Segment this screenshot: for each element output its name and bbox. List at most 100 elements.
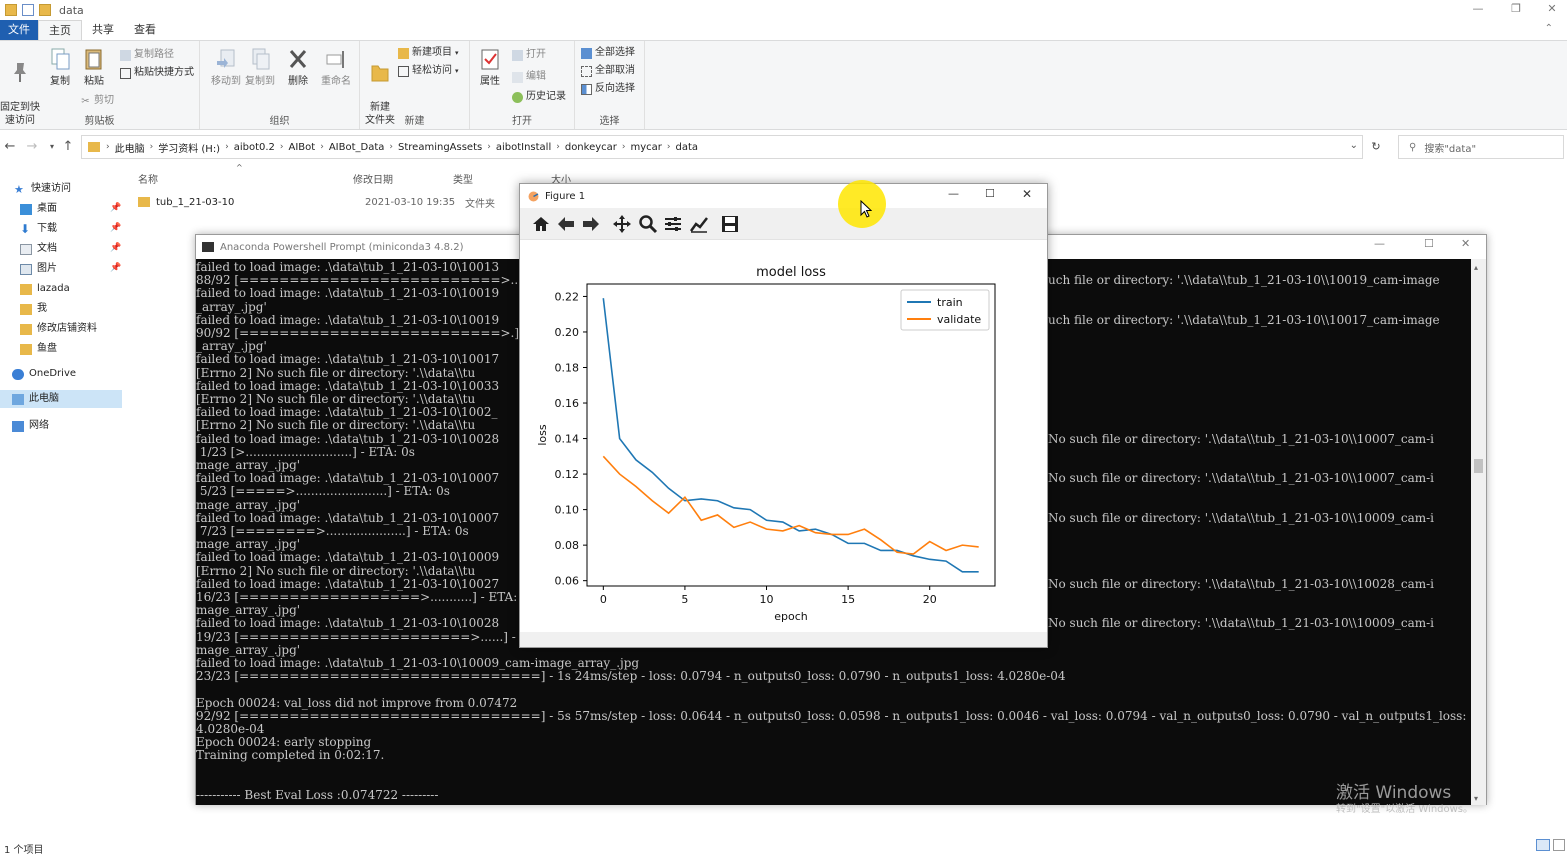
ribbon-collapse-icon[interactable]: ⌃ bbox=[1544, 23, 1553, 34]
forward-icon[interactable] bbox=[581, 214, 601, 234]
scroll-up-icon[interactable]: ▴ bbox=[1474, 263, 1479, 272]
close-button[interactable]: ✕ bbox=[1547, 2, 1557, 15]
pan-icon[interactable] bbox=[612, 214, 632, 234]
minimize-button[interactable]: — bbox=[1374, 237, 1385, 250]
nav-me[interactable]: 我 bbox=[20, 300, 47, 318]
console-line: 4.0280e-04 bbox=[196, 722, 265, 736]
new-folder-button[interactable]: 新建 文件夹 bbox=[360, 47, 400, 127]
minimize-button[interactable]: — bbox=[948, 187, 959, 200]
edit-axis-icon[interactable] bbox=[689, 214, 709, 234]
nav-quick-access[interactable]: ★ 快速访问 bbox=[14, 180, 71, 198]
home-icon[interactable] bbox=[531, 214, 551, 234]
legend-label-validate: validate bbox=[937, 313, 981, 326]
paste-shortcut-button[interactable]: 粘贴快捷方式 bbox=[120, 65, 194, 81]
back-icon[interactable] bbox=[556, 214, 576, 234]
column-header-name[interactable]: 名称 bbox=[138, 175, 158, 186]
properties-button[interactable]: 属性 bbox=[470, 47, 510, 88]
console-line: ----------- Best Eval Loss :0.074722 ---… bbox=[196, 788, 439, 802]
pin-icon[interactable]: 📌 bbox=[110, 263, 122, 273]
recent-dropdown-icon[interactable]: ▾ bbox=[49, 142, 54, 151]
history-button[interactable]: 历史记录 bbox=[512, 89, 566, 105]
tab-file[interactable]: 文件 bbox=[0, 20, 38, 40]
breadcrumb-drive[interactable]: 学习资料 (H:) bbox=[158, 143, 221, 155]
breadcrumb-aibot02[interactable]: aibot0.2 bbox=[233, 141, 275, 153]
zoom-icon[interactable] bbox=[638, 214, 658, 234]
maximize-button[interactable]: ☐ bbox=[1424, 237, 1434, 250]
nav-shop-info[interactable]: 修改店铺资料 bbox=[20, 320, 97, 338]
console-output[interactable]: failed to load image: .\data\tub_1_21-03… bbox=[196, 259, 1472, 805]
maximize-button[interactable]: ☐ bbox=[985, 187, 995, 200]
large-icons-view-icon[interactable] bbox=[1553, 839, 1565, 851]
paste-button[interactable]: 粘贴 bbox=[74, 47, 114, 88]
edit-label: 编辑 bbox=[526, 71, 546, 82]
nav-pictures[interactable]: 图片 bbox=[20, 260, 57, 278]
pin-icon[interactable]: 📌 bbox=[110, 223, 122, 233]
breadcrumb-aibot[interactable]: AIBot bbox=[288, 141, 316, 153]
close-button[interactable]: ✕ bbox=[1461, 237, 1471, 250]
nav-downloads[interactable]: ⬇ 下载 bbox=[20, 220, 57, 238]
select-all-button[interactable]: 全部选择 bbox=[581, 45, 635, 61]
nav-this-pc[interactable]: 此电脑 bbox=[0, 390, 122, 408]
download-icon: ⬇ bbox=[20, 221, 31, 236]
nav-fish[interactable]: 鱼盘 bbox=[20, 340, 57, 358]
tab-view[interactable]: 查看 bbox=[134, 23, 156, 36]
breadcrumb-donkeycar[interactable]: donkeycar bbox=[564, 141, 617, 153]
breadcrumb-mycar[interactable]: mycar bbox=[630, 141, 662, 153]
cut-button[interactable]: ✂ 剪切 bbox=[80, 93, 114, 109]
column-header-size[interactable]: 大小 bbox=[551, 175, 571, 186]
save-icon[interactable] bbox=[720, 214, 740, 234]
copy-icon bbox=[51, 48, 70, 70]
console-scrollbar[interactable]: ▴ ▾ bbox=[1471, 259, 1486, 805]
nav-lazada[interactable]: lazada bbox=[20, 280, 70, 298]
loss-chart: model loss 0 5 10 15 20 0.06 0.08 0.10 0.12 0.14 0.… bbox=[536, 265, 996, 623]
file-row[interactable]: tub_1_21-03-10 2021-03-10 19:35 文件夹 bbox=[138, 194, 495, 210]
nav-label: 鱼盘 bbox=[37, 343, 57, 354]
move-to-button[interactable]: 移动到 bbox=[206, 47, 246, 88]
tab-share[interactable]: 共享 bbox=[92, 23, 114, 36]
delete-button[interactable]: 删除 bbox=[280, 47, 316, 88]
up-icon[interactable]: ↑ bbox=[62, 139, 74, 154]
copy-to-button[interactable]: 复制到 bbox=[240, 47, 280, 88]
paste-label: 粘贴 bbox=[84, 76, 104, 87]
chevron-down-icon[interactable]: ⌄ bbox=[1349, 140, 1358, 151]
minimize-button[interactable]: — bbox=[1472, 2, 1484, 15]
column-header-type[interactable]: 类型 bbox=[453, 175, 473, 186]
properties-quick-icon[interactable] bbox=[22, 4, 34, 16]
breadcrumb-this-pc[interactable]: 此电脑 bbox=[114, 143, 145, 155]
open-button[interactable]: 打开 bbox=[512, 47, 546, 63]
new-item-button[interactable]: 新建项目 ▾ bbox=[398, 45, 459, 61]
pin-quick-access-button[interactable]: 固定到快 速访问 bbox=[0, 47, 40, 127]
copy-path-button[interactable]: 复制路径 bbox=[120, 47, 174, 63]
column-header-modified[interactable]: 修改日期 bbox=[353, 175, 393, 186]
scroll-thumb[interactable] bbox=[1474, 459, 1483, 473]
address-field[interactable]: › 此电脑 › 学习资料 (H:) › aibot0.2 › AIBot › AIBot… bbox=[81, 135, 1363, 159]
back-icon[interactable]: ← bbox=[4, 139, 16, 154]
breadcrumb-aibotinstall[interactable]: aibotInstall bbox=[495, 141, 552, 153]
select-none-button[interactable]: 全部取消 bbox=[581, 63, 635, 79]
pin-icon[interactable]: 📌 bbox=[110, 203, 122, 213]
nav-desktop[interactable]: 桌面 bbox=[20, 200, 57, 218]
copy-button[interactable]: 复制 bbox=[40, 47, 80, 88]
edit-button[interactable]: 编辑 bbox=[512, 69, 546, 85]
breadcrumb-streamingassets[interactable]: StreamingAssets bbox=[398, 141, 483, 153]
breadcrumb-aibot-data[interactable]: AIBot_Data bbox=[328, 141, 385, 153]
breadcrumb-data[interactable]: data bbox=[675, 141, 699, 153]
close-button[interactable]: ✕ bbox=[1022, 187, 1033, 201]
new-folder-quick-icon[interactable] bbox=[39, 4, 51, 16]
details-view-icon[interactable] bbox=[1536, 839, 1550, 851]
invert-selection-button[interactable]: 反向选择 bbox=[581, 81, 635, 97]
pin-icon[interactable]: 📌 bbox=[110, 243, 122, 253]
forward-icon[interactable]: → bbox=[26, 139, 38, 154]
nav-network[interactable]: 网络 bbox=[12, 417, 49, 435]
figure-canvas[interactable]: model loss 0 5 10 15 20 0.06 0.08 0.10 0.12 0.14 0.… bbox=[520, 240, 1047, 632]
easy-access-button[interactable]: 轻松访问 ▾ bbox=[398, 63, 459, 79]
maximize-button[interactable]: ❐ bbox=[1511, 2, 1521, 15]
nav-onedrive[interactable]: OneDrive bbox=[12, 365, 76, 383]
search-input[interactable]: ⚲ 搜索"data" bbox=[1398, 135, 1564, 159]
refresh-icon[interactable]: ↻ bbox=[1371, 140, 1381, 153]
scroll-down-icon[interactable]: ▾ bbox=[1474, 794, 1479, 803]
configure-icon[interactable] bbox=[663, 214, 683, 234]
tab-home[interactable]: 主页 bbox=[38, 20, 82, 40]
nav-documents[interactable]: 文档 bbox=[20, 240, 57, 258]
rename-button[interactable]: 重命名 bbox=[316, 47, 356, 88]
